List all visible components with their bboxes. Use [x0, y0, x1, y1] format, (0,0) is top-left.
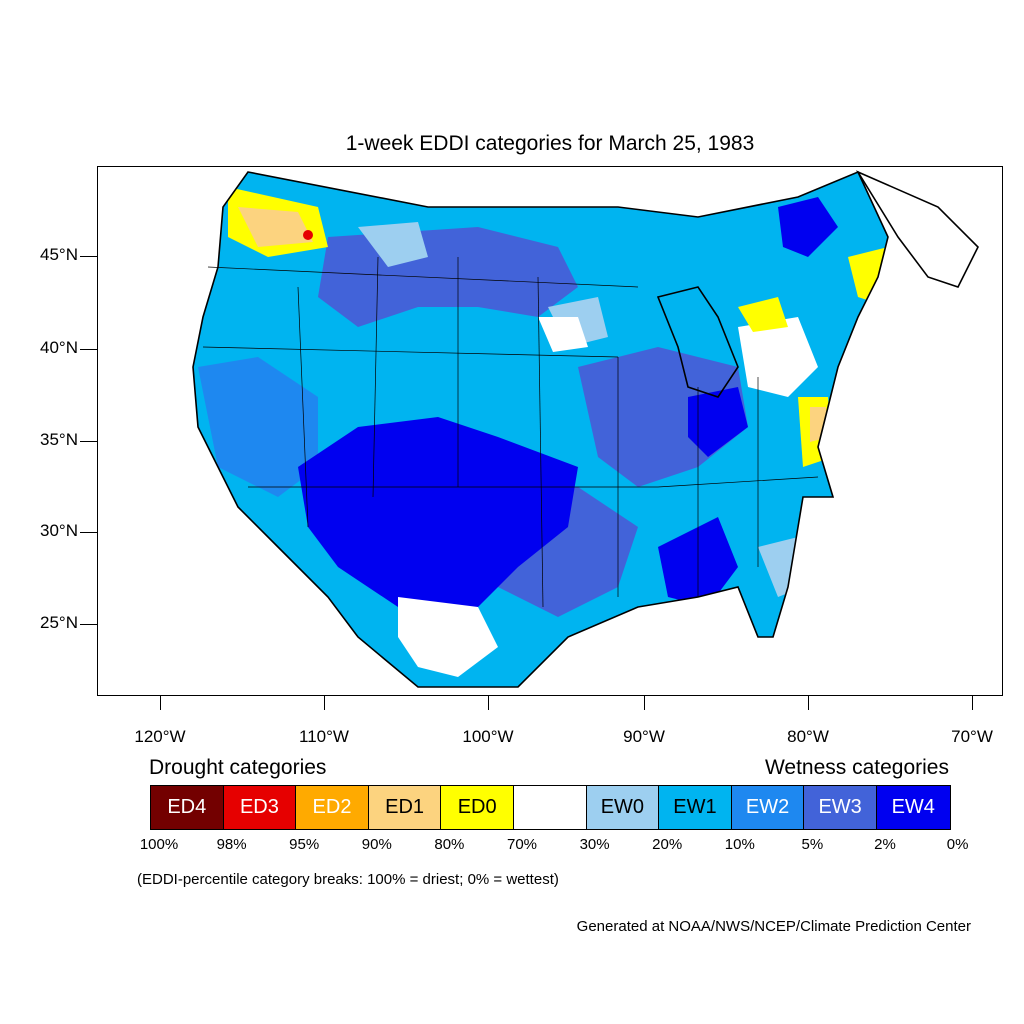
lat-tick — [80, 441, 97, 442]
lon-tick — [808, 696, 809, 710]
lat-label-25: 25°N — [40, 613, 78, 632]
percentile-break-label: 0% — [946, 836, 969, 853]
lon-tick — [324, 696, 325, 710]
percentile-break-label: 98% — [216, 836, 247, 853]
legend-cell-ed3: ED3 — [223, 786, 297, 829]
lon-label-120w: 120°W — [134, 727, 186, 746]
lon-tick — [644, 696, 645, 710]
lat-label-30: 30°N — [40, 521, 78, 540]
legend-cell-ew1: EW1 — [659, 786, 732, 829]
lon-tick — [972, 696, 973, 710]
lat-label-35: 35°N — [40, 430, 78, 449]
lat-tick — [80, 256, 97, 257]
lon-label-110w: 110°W — [299, 727, 349, 746]
category-legend: ED4 ED3 ED2 ED1 ED0 EW0 EW1 EW2 EW3 EW4 — [150, 785, 951, 830]
lat-tick — [80, 349, 97, 350]
eddi-map — [192, 170, 979, 688]
percentile-break-label: 95% — [289, 836, 320, 853]
lat-tick — [80, 624, 97, 625]
map-title: 1-week EDDI categories for March 25, 198… — [345, 132, 755, 155]
legend-cell-ed4: ED4 — [151, 786, 224, 829]
lat-label-45: 45°N — [40, 245, 78, 264]
percentile-break-label: 100% — [139, 836, 179, 853]
lat-tick — [80, 532, 97, 533]
percentile-break-label: 5% — [801, 836, 824, 853]
lon-label-90w: 90°W — [623, 727, 665, 746]
percentile-break-label: 70% — [506, 836, 538, 853]
percentile-break-label: 80% — [434, 836, 465, 853]
lon-tick — [488, 696, 489, 710]
legend-cell-ed2: ED2 — [296, 786, 369, 829]
legend-cell-ew2: EW2 — [731, 786, 805, 829]
percentile-break-label: 90% — [361, 836, 392, 853]
credit-line: Generated at NOAA/NWS/NCEP/Climate Predi… — [576, 918, 971, 935]
percentile-break-label: 2% — [874, 836, 896, 853]
category-breaks-note: (EDDI-percentile category breaks: 100% =… — [137, 871, 559, 888]
lon-label-100w: 100°W — [462, 727, 514, 746]
lon-label-70w: 70°W — [951, 727, 993, 746]
legend-cell-neutral — [513, 786, 587, 829]
legend-cell-ew4: EW4 — [876, 786, 950, 829]
lon-label-80w: 80°W — [787, 727, 829, 746]
legend-cell-ed1: ED1 — [368, 786, 442, 829]
legend-cell-ed0: ED0 — [441, 786, 514, 829]
lat-label-40: 40°N — [40, 338, 78, 357]
percentile-break-label: 10% — [724, 836, 755, 853]
drought-categories-heading: Drought categories — [149, 756, 327, 779]
map-panel — [97, 166, 1003, 696]
percentile-break-label: 20% — [652, 836, 683, 853]
percentile-break-label: 30% — [579, 836, 610, 853]
legend-cell-ew0: EW0 — [586, 786, 660, 829]
lon-tick — [160, 696, 161, 710]
wetness-categories-heading: Wetness categories — [764, 756, 949, 779]
legend-cell-ew3: EW3 — [804, 786, 877, 829]
